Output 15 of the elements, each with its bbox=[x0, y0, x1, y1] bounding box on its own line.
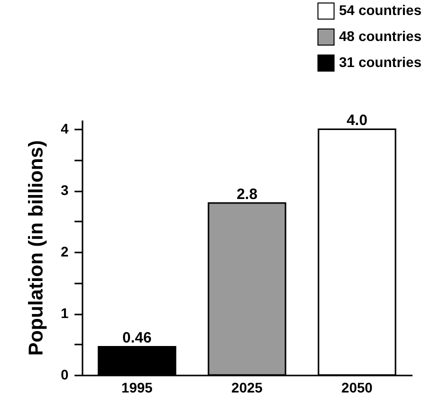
legend-label: 48 countries bbox=[339, 28, 422, 44]
x-tick-label: 2025 bbox=[231, 380, 263, 396]
y-tick-label: 2 bbox=[60, 244, 69, 260]
legend-label: 31 countries bbox=[339, 54, 422, 70]
x-tick-label: 2050 bbox=[341, 380, 373, 396]
y-tick-label: 0 bbox=[60, 366, 69, 382]
y-axis-title: Population (in billions) bbox=[26, 140, 48, 356]
data-label: 0.46 bbox=[122, 330, 152, 347]
y-tick-label: 4 bbox=[60, 120, 69, 137]
y-tick-label: 3 bbox=[60, 182, 69, 198]
legend-label: 54 countries bbox=[339, 2, 422, 18]
data-label: 4.0 bbox=[346, 112, 368, 130]
x-tick-label: 1995 bbox=[121, 380, 153, 396]
data-label: 2.8 bbox=[236, 186, 258, 203]
y-tick-label: 1 bbox=[60, 305, 69, 322]
